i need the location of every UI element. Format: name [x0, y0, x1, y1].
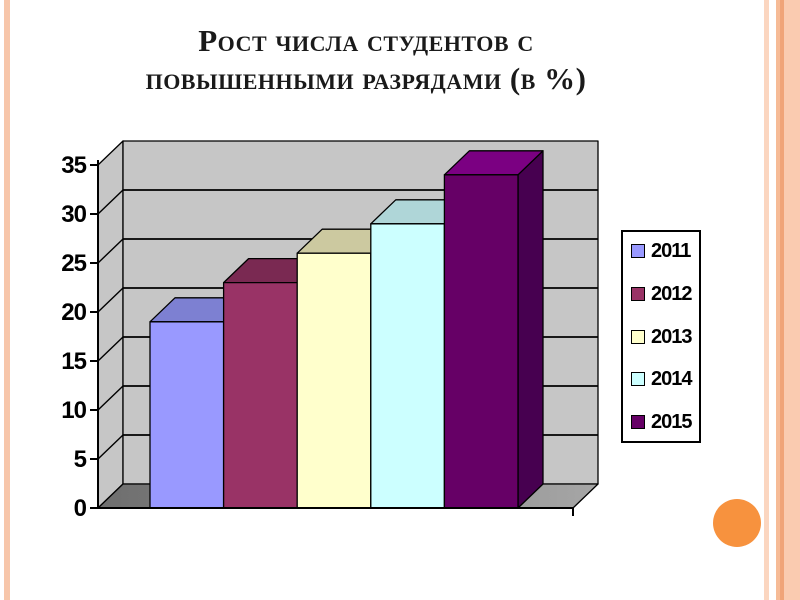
y-tick-label-10: 10 [61, 397, 86, 424]
legend-swatch-2012 [631, 286, 645, 301]
chart-axes [90, 160, 574, 516]
bar-2015 [443, 150, 544, 509]
legend-swatch-2014 [631, 372, 645, 387]
legend-label: 2011 [651, 240, 691, 262]
legend-label: 2012 [651, 282, 692, 305]
slide-title: Рост числа студентов с повышенными разря… [46, 22, 686, 98]
legend-label: 2015 [651, 411, 692, 433]
left-border-stripe [4, 0, 10, 600]
y-tick-label-30: 30 [61, 201, 86, 228]
legend-label: 2013 [651, 325, 692, 348]
y-tick-label-25: 25 [61, 250, 86, 277]
orange-circle-decoration [713, 499, 761, 547]
legend-item-2015: 2015 [631, 412, 695, 432]
chart-y-axis-labels: 0 5 10 15 20 25 30 35 [61, 152, 87, 522]
right-border-stripe-2 [776, 0, 780, 600]
y-tick-label-15: 15 [61, 348, 86, 375]
legend-item-2012: 2012 [631, 284, 695, 304]
right-border-stripe-3 [780, 0, 784, 600]
y-tick-label-5: 5 [74, 446, 87, 473]
chart-legend: 2011 2012 2013 2014 2015 [621, 230, 701, 443]
slide-title-line2: повышенными разрядами (в %) [145, 61, 587, 96]
legend-item-2013: 2013 [631, 327, 695, 347]
legend-swatch-2015 [631, 415, 645, 429]
legend-label: 2014 [651, 368, 692, 391]
right-border-stripe-4 [784, 0, 800, 600]
slide-title-line1: Рост числа студентов с [198, 23, 534, 58]
legend-item-2011: 2011 [631, 241, 695, 261]
legend-swatch-2011 [631, 244, 645, 258]
y-tick-label-35: 35 [61, 152, 86, 179]
chart-bars [149, 150, 544, 509]
y-tick-label-0: 0 [74, 495, 87, 522]
legend-swatch-2013 [631, 329, 645, 344]
legend-item-2014: 2014 [631, 369, 695, 389]
right-border-stripe-1 [764, 0, 769, 600]
y-tick-label-20: 20 [61, 299, 86, 326]
